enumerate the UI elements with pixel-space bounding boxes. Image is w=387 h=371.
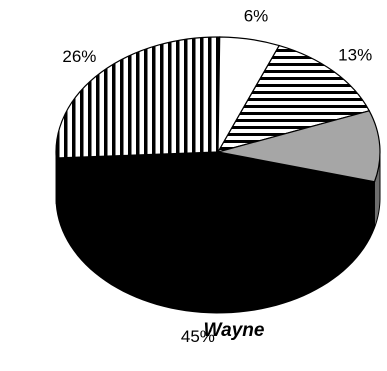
pie-label-13pct: 13% [338,46,372,65]
pie-label-26pct: 26% [62,47,96,66]
pie-slice-45pct [55,151,376,268]
pie-labels: 45%26%6%13%10% [62,7,372,347]
pie-slices [55,36,381,268]
pie-label-45pct: 45% [181,327,215,346]
chart-title: Wayne [204,320,265,341]
pie-slice-10pct [217,110,381,183]
pie-slice-26pct [55,36,221,159]
pie-label-6pct: 6% [244,7,269,26]
pie-slice-13pct [216,44,371,153]
